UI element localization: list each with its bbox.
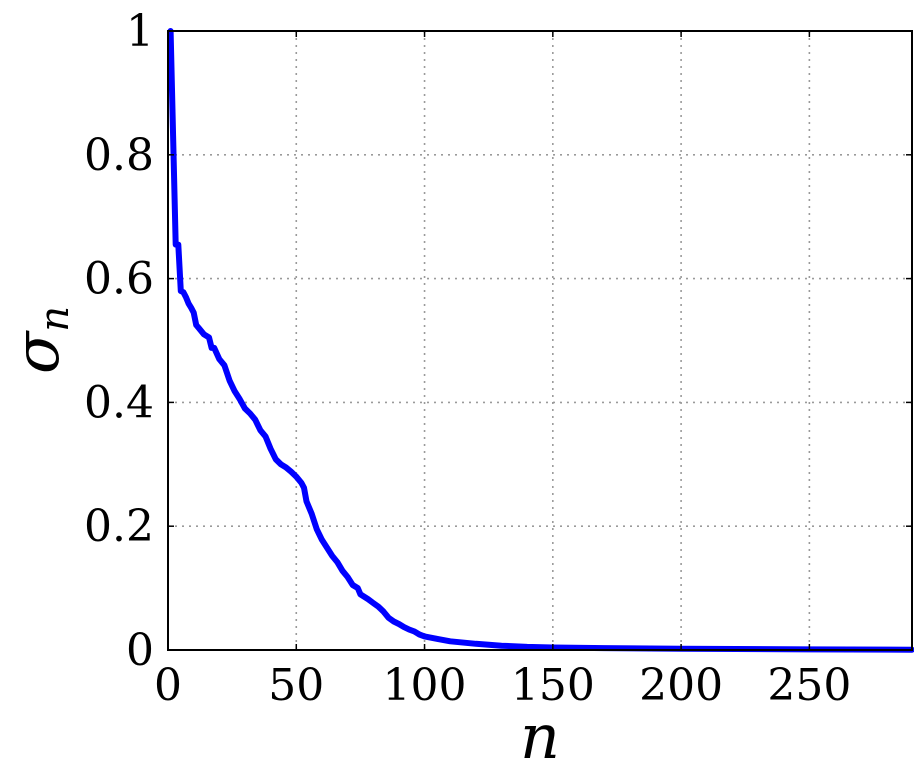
y-tick-label: 0.4 [84,377,154,428]
grid [168,31,912,650]
x-axis-label: n [520,700,560,768]
y-tick-labels: 0 0.2 0.4 0.6 0.8 1 [84,6,154,676]
y-tick-label: 0.8 [84,130,154,181]
y-axis-label: σn [0,306,78,374]
y-tick-label: 0 [126,625,154,676]
series-layer [167,28,914,653]
y-tick-label: 0.6 [84,254,154,305]
x-tick-label: 200 [639,660,723,711]
axis-ticks [167,30,912,651]
y-tick-label: 0.2 [84,501,154,552]
svg-text:σn: σn [0,306,78,374]
y-axis-symbol: σ [0,330,73,374]
series-line [167,28,914,653]
x-tick-label: 0 [154,660,182,711]
plot-frame [167,30,913,651]
x-tick-label: 150 [511,660,595,711]
x-tick-label: 250 [767,660,851,711]
x-tick-label: 50 [268,660,324,711]
x-tick-label: 100 [383,660,467,711]
y-tick-label: 1 [126,6,154,57]
x-tick-labels: 0 50 100 150 200 250 [154,660,851,711]
y-axis-subscript: n [32,306,78,332]
